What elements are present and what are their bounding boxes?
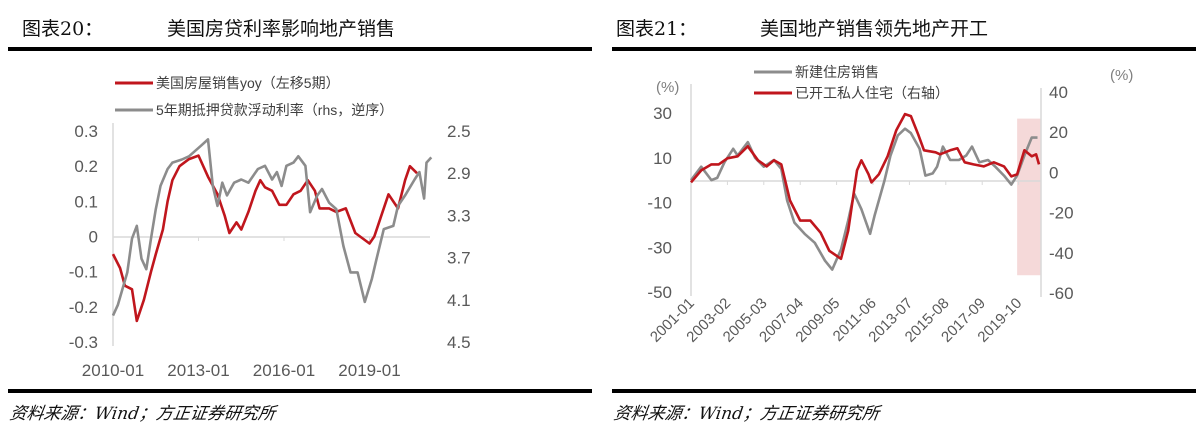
- header-rule-right: [612, 47, 1196, 51]
- figure-title: 美国房贷利率影响地产销售: [167, 18, 396, 40]
- series-line-left: [111, 154, 418, 323]
- y-right-tick-label: 20: [1049, 123, 1068, 142]
- footer-rule-right: [612, 389, 1196, 393]
- y-left-tick-label: -10: [647, 194, 672, 213]
- y-right-tick-label: -60: [1049, 284, 1074, 303]
- y-left-tick-label: -30: [647, 238, 672, 257]
- y-right-tick-label: 3.7: [447, 249, 471, 268]
- y-left-tick-label: -0.3: [69, 333, 98, 352]
- y-left-tick-label: -50: [647, 283, 672, 302]
- x-tick-label: 2019-01: [338, 361, 400, 380]
- y-right-tick-label: 3.3: [447, 206, 471, 225]
- panel-header-left: 图表20： 美国房贷利率影响地产销售: [22, 14, 592, 44]
- series-line-right: [111, 138, 433, 317]
- y-right-tick-label: 2.9: [447, 164, 471, 183]
- y-right-tick-label: -20: [1049, 204, 1074, 223]
- y-left-unit: (%): [656, 79, 679, 96]
- x-tick-label: 2010-01: [82, 361, 144, 380]
- legend-label: 美国房屋销售yoy（左移5期）: [156, 75, 340, 91]
- x-tick-label: 2016-01: [253, 361, 315, 380]
- y-left-tick-label: 0.2: [74, 157, 98, 176]
- y-right-tick-label: 0: [1049, 163, 1058, 182]
- y-right-tick-label: 2.5: [447, 122, 471, 141]
- y-right-tick-label: 4.5: [447, 333, 471, 352]
- panel-header-right: 图表21： 美国地产销售领先地产开工: [616, 14, 1186, 44]
- legend-label: 新建住房销售: [795, 64, 879, 80]
- y-right-tick-label: 40: [1049, 83, 1068, 102]
- header-rule-left: [8, 47, 592, 51]
- y-left-tick-label: 0.3: [74, 122, 98, 141]
- y-left-tick-label: 0: [89, 228, 98, 247]
- y-right-tick-label: -40: [1049, 244, 1074, 263]
- footer-rule-left: [8, 389, 592, 393]
- figure-number: 图表20：: [22, 18, 104, 40]
- y-left-tick-label: 10: [653, 149, 672, 168]
- series-line-right: [690, 112, 1041, 261]
- y-right-tick-label: 4.1: [447, 291, 471, 310]
- y-left-tick-label: 0.1: [74, 192, 98, 211]
- figure-title: 美国地产销售领先地产开工: [760, 18, 989, 40]
- y-left-tick-label: -0.2: [69, 298, 98, 317]
- x-tick-label: 2013-01: [167, 361, 229, 380]
- legend-label: 5年期抵押贷款浮动利率（rhs，逆序）: [156, 102, 393, 118]
- y-left-tick-label: -0.1: [69, 263, 98, 282]
- figure-number: 图表21：: [616, 18, 698, 40]
- y-right-unit: (%): [1110, 67, 1133, 84]
- legend-label: 已开工私人住宅（右轴）: [795, 85, 949, 101]
- y-left-tick-label: 30: [653, 104, 672, 123]
